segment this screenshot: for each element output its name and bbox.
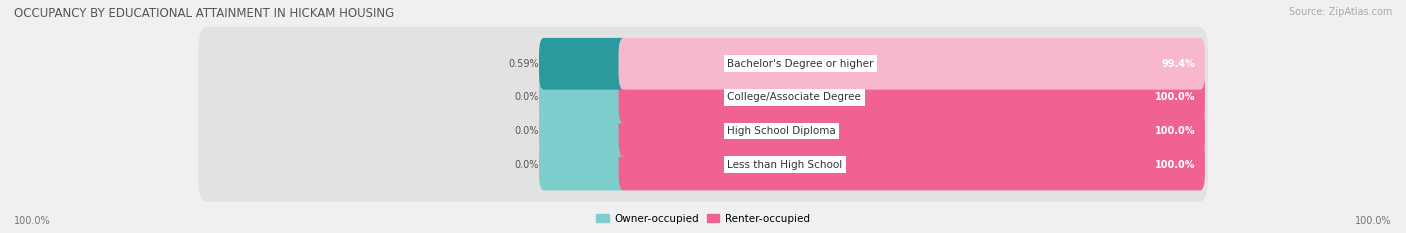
- Text: 0.0%: 0.0%: [515, 92, 538, 102]
- FancyBboxPatch shape: [538, 38, 628, 90]
- FancyBboxPatch shape: [198, 27, 1208, 101]
- FancyBboxPatch shape: [619, 72, 1205, 123]
- Text: College/Associate Degree: College/Associate Degree: [727, 92, 860, 102]
- FancyBboxPatch shape: [538, 105, 628, 157]
- Text: Bachelor's Degree or higher: Bachelor's Degree or higher: [727, 59, 873, 69]
- FancyBboxPatch shape: [198, 60, 1208, 134]
- Text: 100.0%: 100.0%: [14, 216, 51, 226]
- FancyBboxPatch shape: [198, 128, 1208, 202]
- FancyBboxPatch shape: [198, 94, 1208, 168]
- Text: OCCUPANCY BY EDUCATIONAL ATTAINMENT IN HICKAM HOUSING: OCCUPANCY BY EDUCATIONAL ATTAINMENT IN H…: [14, 7, 394, 20]
- Text: 0.0%: 0.0%: [515, 160, 538, 170]
- FancyBboxPatch shape: [538, 139, 628, 190]
- FancyBboxPatch shape: [619, 38, 1205, 90]
- Text: 100.0%: 100.0%: [1154, 92, 1195, 102]
- Text: 100.0%: 100.0%: [1355, 216, 1392, 226]
- Text: High School Diploma: High School Diploma: [727, 126, 837, 136]
- Text: 0.59%: 0.59%: [509, 59, 538, 69]
- FancyBboxPatch shape: [619, 105, 1205, 157]
- Text: 0.0%: 0.0%: [515, 126, 538, 136]
- Legend: Owner-occupied, Renter-occupied: Owner-occupied, Renter-occupied: [592, 209, 814, 228]
- FancyBboxPatch shape: [538, 72, 628, 123]
- Text: Source: ZipAtlas.com: Source: ZipAtlas.com: [1288, 7, 1392, 17]
- FancyBboxPatch shape: [619, 139, 1205, 190]
- Text: 100.0%: 100.0%: [1154, 126, 1195, 136]
- Text: Less than High School: Less than High School: [727, 160, 842, 170]
- Text: 99.4%: 99.4%: [1161, 59, 1195, 69]
- Text: 100.0%: 100.0%: [1154, 160, 1195, 170]
